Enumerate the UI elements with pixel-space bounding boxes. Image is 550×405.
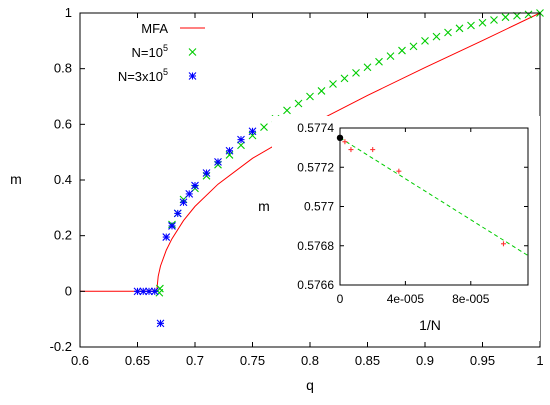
inset-data-point [500, 241, 506, 247]
legend-label: N=105 [132, 43, 168, 60]
y-tick-label: -0.2 [50, 339, 72, 354]
n1e5-point [329, 80, 337, 88]
inset-y-tick-label: 0.5766 [297, 278, 334, 292]
legend-label: N=3x105 [118, 67, 168, 84]
x-tick-label: 0.9 [416, 353, 434, 368]
n1e5-point [363, 63, 372, 72]
y-tick-label: 0.6 [54, 116, 72, 131]
n3e5-point [168, 222, 176, 230]
n1e5-point [524, 10, 533, 19]
inset-x-tick-label: 0 [337, 292, 344, 306]
n3e5-point [225, 146, 234, 155]
n3e5-point [248, 127, 257, 136]
mfa-curve [80, 12, 541, 292]
n3e5-point [191, 181, 199, 190]
x-tick-label: 1 [536, 353, 543, 368]
n1e5-point [478, 18, 487, 27]
legend-label-exponent: 5 [163, 67, 168, 77]
x-tick-label: 0.6 [71, 353, 89, 368]
inset-x-tick-label: 4e-005 [387, 292, 425, 306]
n1e5-point [260, 123, 268, 132]
inset-y-tick-label: 0.577 [304, 200, 334, 214]
legend-label: MFA [141, 21, 168, 36]
n1e5-point [317, 87, 326, 95]
n3e5-point [237, 135, 245, 144]
legend-label-exponent: 5 [163, 43, 168, 53]
y-tick-label: 0.2 [54, 228, 72, 243]
inset-background [272, 116, 540, 341]
n1e5-point [237, 141, 245, 150]
n1e5-point [306, 92, 314, 101]
legend-swatch-marker [188, 48, 197, 56]
y-tick-label: 1 [65, 5, 72, 20]
n3e5-point [173, 209, 182, 218]
n1e5-point [294, 99, 303, 108]
inset-data-point [396, 168, 402, 174]
n1e5-point [398, 46, 406, 55]
x-tick-label: 0.8 [301, 353, 319, 368]
n1e5-point [490, 16, 498, 24]
y-tick-label: 0 [65, 283, 72, 298]
inset-data-point [348, 147, 354, 153]
legend-swatch-marker [188, 72, 197, 80]
n3e5-point [162, 233, 171, 241]
n1e5-point [283, 106, 291, 115]
x-tick-label: 0.85 [355, 353, 380, 368]
x-tick-label: 0.95 [470, 353, 495, 368]
inset-data-point [370, 147, 376, 153]
x-tick-label: 0.65 [125, 353, 150, 368]
inset-y-tick-label: 0.5768 [297, 239, 334, 253]
n1e5-point [409, 42, 418, 51]
n3e5-point [202, 169, 211, 177]
legend-label-base: MFA [141, 21, 168, 36]
legend-label-base: N=3x10 [118, 69, 163, 84]
n1e5-point [421, 36, 429, 45]
n1e5-point [467, 21, 475, 30]
n1e5-point [501, 13, 510, 22]
main-x-axis-label: q [306, 377, 314, 393]
n3e5-point [156, 319, 165, 328]
n1e5-point [444, 28, 452, 37]
n3e5-point [179, 198, 188, 207]
n3e5-point [214, 158, 222, 166]
n3e5-point [133, 287, 142, 296]
inset-x-axis-label: 1/N [419, 317, 441, 333]
n3e5-point [185, 190, 194, 198]
main-y-axis-label: m [10, 171, 22, 187]
x-tick-label: 0.7 [186, 353, 204, 368]
y-tick-label: 0.4 [54, 172, 72, 187]
n3e5-point [150, 287, 159, 296]
n1e5-point [455, 24, 464, 33]
inset-x-tick-label: 8e-005 [452, 292, 490, 306]
inset-y-tick-label: 0.5774 [297, 121, 334, 135]
inset-y-axis-label: m [258, 198, 270, 214]
inset-y-tick-label: 0.5772 [297, 160, 334, 174]
n1e5-point [340, 74, 349, 83]
x-tick-label: 0.75 [240, 353, 265, 368]
y-tick-label: 0.8 [54, 61, 72, 76]
inset-fit-line [339, 137, 529, 256]
n1e5-point [375, 57, 383, 66]
legend-label-base: N=10 [132, 45, 163, 60]
inset-data-point [342, 139, 348, 145]
n1e5-point [432, 32, 441, 41]
n1e5-point [386, 52, 395, 61]
n1e5-point [352, 68, 360, 77]
